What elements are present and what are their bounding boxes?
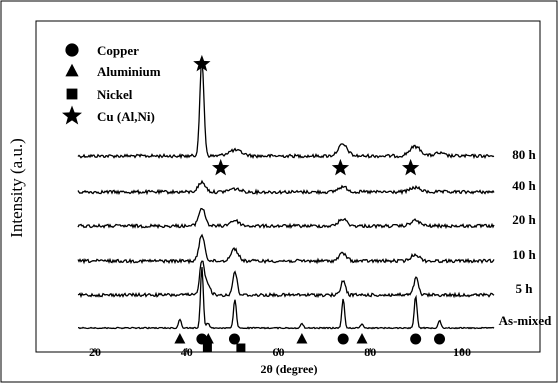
- series-label: 40 h: [512, 178, 536, 193]
- x-tick-label: 40: [181, 345, 193, 359]
- series-line-20-h: [77, 207, 495, 230]
- phase-markers-group: [174, 333, 446, 353]
- triangle-phase-marker: [296, 333, 308, 344]
- series-line-80-h: [77, 60, 495, 160]
- x-axis-title: 2θ (degree): [260, 362, 317, 376]
- star-annotations-group: [193, 54, 420, 176]
- triangle-legend-icon: [65, 63, 79, 77]
- series-line-as-mixed: [77, 266, 495, 330]
- star-annotation: [212, 158, 230, 176]
- series-label: 5 h: [516, 281, 534, 296]
- star-annotation: [193, 54, 211, 72]
- x-tick-label: 100: [453, 345, 471, 359]
- legend-label: Nickel: [97, 87, 133, 102]
- triangle-phase-marker: [174, 333, 186, 344]
- legend-label: Aluminium: [97, 64, 161, 79]
- series-line-5-h: [77, 260, 495, 299]
- plot-area: [35, 20, 541, 353]
- series-label: 80 h: [512, 147, 536, 162]
- series-label: 20 h: [512, 212, 536, 227]
- legend-item: Nickel: [66, 87, 133, 102]
- legend-label: Cu (Al,Ni): [97, 109, 155, 124]
- spectra-group: [77, 60, 495, 330]
- star-annotation: [402, 158, 420, 176]
- legend: Copper Aluminium Nickel Cu (Al,Ni): [62, 43, 161, 125]
- circle-phase-marker: [410, 333, 422, 345]
- circle-legend-icon: [65, 43, 79, 57]
- circle-phase-marker: [337, 333, 349, 345]
- square-phase-marker: [202, 343, 212, 353]
- circle-phase-marker: [228, 333, 240, 345]
- y-axis-title: Intensity (a.u.): [7, 138, 26, 238]
- triangle-phase-marker: [202, 333, 214, 344]
- legend-item: Aluminium: [65, 63, 161, 79]
- star-annotation: [331, 158, 350, 176]
- legend-item: Cu (Al,Ni): [62, 105, 155, 125]
- circle-phase-marker: [434, 333, 446, 345]
- square-phase-marker: [236, 343, 246, 353]
- square-legend-icon: [66, 88, 78, 100]
- series-labels-group: 80 h 40 h 20 h 10 h 5 h As-mixed: [499, 147, 552, 328]
- x-tick-label: 80: [364, 345, 376, 359]
- x-tick-label: 20: [89, 345, 101, 359]
- legend-item: Copper: [65, 43, 139, 58]
- legend-label: Copper: [97, 43, 139, 58]
- x-axis-ticks: 20 40 60 80 100: [89, 345, 471, 359]
- series-line-10-h: [77, 233, 495, 265]
- star-legend-icon: [62, 105, 82, 125]
- triangle-phase-marker: [356, 333, 368, 344]
- series-label: As-mixed: [499, 313, 552, 328]
- series-label: 10 h: [512, 247, 536, 262]
- x-tick-label: 60: [273, 345, 285, 359]
- series-line-40-h: [77, 179, 495, 196]
